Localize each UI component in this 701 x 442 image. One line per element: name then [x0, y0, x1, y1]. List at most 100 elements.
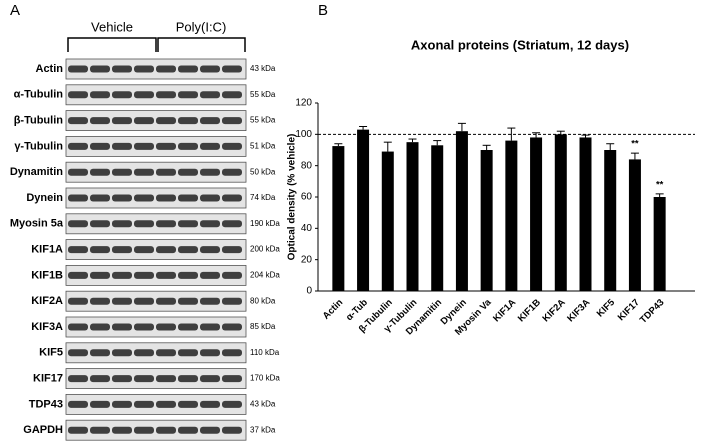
- band: [156, 349, 176, 357]
- band: [134, 142, 154, 150]
- band: [178, 375, 198, 383]
- band: [90, 297, 110, 305]
- chart-title: Axonal proteins (Striatum, 12 days): [411, 37, 629, 52]
- band: [90, 400, 110, 408]
- band: [134, 426, 154, 434]
- size-label: 204 kDa: [250, 271, 280, 280]
- bar: [381, 151, 394, 291]
- bar: [530, 137, 543, 291]
- bar: [406, 142, 419, 291]
- protein-label: KIF1B: [31, 269, 63, 281]
- band: [112, 91, 132, 99]
- protein-label: Myosin 5a: [10, 218, 64, 230]
- y-tick-label: 120: [295, 98, 312, 109]
- band: [156, 400, 176, 408]
- size-label: 37 kDa: [250, 425, 276, 434]
- band: [178, 91, 198, 99]
- size-label: 55 kDa: [250, 116, 276, 125]
- band: [178, 426, 198, 434]
- band: [68, 220, 88, 228]
- bar: [604, 150, 617, 291]
- band: [112, 297, 132, 305]
- x-tick-label: TDP43: [638, 297, 667, 326]
- band: [200, 65, 220, 73]
- band: [68, 297, 88, 305]
- band: [222, 375, 242, 383]
- protein-label: α-Tubulin: [14, 89, 64, 101]
- band: [68, 426, 88, 434]
- bar: [628, 159, 641, 291]
- band: [200, 323, 220, 331]
- band: [222, 142, 242, 150]
- band: [156, 194, 176, 202]
- bar: [579, 137, 592, 291]
- band: [112, 400, 132, 408]
- significance: **: [656, 179, 664, 190]
- band: [178, 297, 198, 305]
- protein-label: KIF3A: [31, 321, 63, 333]
- size-label: 80 kDa: [250, 296, 276, 305]
- size-label: 85 kDa: [250, 322, 276, 331]
- band: [156, 220, 176, 228]
- x-tick-label: Actin: [321, 297, 346, 322]
- band: [112, 194, 132, 202]
- band: [134, 375, 154, 383]
- bar: [357, 129, 370, 291]
- band: [112, 65, 132, 73]
- band: [90, 271, 110, 279]
- band: [90, 246, 110, 254]
- band: [90, 375, 110, 383]
- panel-label: B: [318, 2, 328, 19]
- band: [156, 246, 176, 254]
- band: [156, 142, 176, 150]
- band: [178, 400, 198, 408]
- x-tick-label: KIF5: [595, 297, 618, 320]
- y-tick-label: 80: [301, 160, 313, 171]
- band: [156, 65, 176, 73]
- bar: [332, 146, 345, 291]
- protein-label: Dynein: [26, 192, 63, 204]
- size-label: 190 kDa: [250, 219, 280, 228]
- band: [156, 168, 176, 176]
- band: [222, 400, 242, 408]
- band: [134, 323, 154, 331]
- protein-label: KIF2A: [31, 295, 63, 307]
- band: [134, 117, 154, 125]
- band: [178, 349, 198, 357]
- band: [156, 117, 176, 125]
- band: [90, 142, 110, 150]
- band: [134, 297, 154, 305]
- band: [222, 349, 242, 357]
- bar: [480, 150, 493, 291]
- band: [178, 168, 198, 176]
- size-label: 55 kDa: [250, 90, 276, 99]
- band: [68, 117, 88, 125]
- band: [68, 400, 88, 408]
- bar: [653, 197, 666, 291]
- band: [134, 246, 154, 254]
- band: [222, 220, 242, 228]
- band: [134, 194, 154, 202]
- band: [200, 91, 220, 99]
- bar: [505, 140, 518, 291]
- band: [90, 168, 110, 176]
- band: [68, 246, 88, 254]
- size-label: 51 kDa: [250, 142, 276, 151]
- size-label: 110 kDa: [250, 348, 280, 357]
- band: [68, 375, 88, 383]
- band: [222, 91, 242, 99]
- band: [156, 426, 176, 434]
- protein-label: β-Tubulin: [14, 115, 64, 127]
- group-label: Vehicle: [91, 19, 133, 34]
- size-label: 170 kDa: [250, 374, 280, 383]
- band: [156, 271, 176, 279]
- band: [200, 142, 220, 150]
- band: [178, 220, 198, 228]
- band: [200, 297, 220, 305]
- band: [134, 65, 154, 73]
- band: [68, 65, 88, 73]
- band: [134, 91, 154, 99]
- size-label: 43 kDa: [250, 64, 276, 73]
- band: [112, 220, 132, 228]
- band: [112, 246, 132, 254]
